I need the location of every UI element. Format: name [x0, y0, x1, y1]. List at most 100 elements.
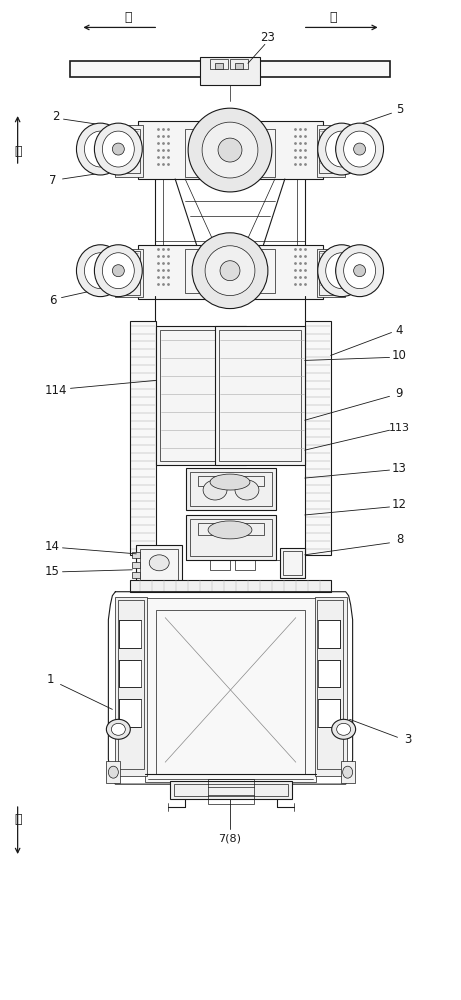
Text: 14: 14 — [45, 540, 60, 553]
Bar — [341, 761, 355, 783]
Bar — [190, 519, 272, 556]
Text: 7: 7 — [49, 174, 56, 187]
Text: 23: 23 — [260, 31, 275, 44]
Bar — [140, 549, 178, 583]
Text: 5: 5 — [396, 103, 403, 116]
Ellipse shape — [192, 233, 268, 309]
Bar — [319, 129, 341, 173]
Ellipse shape — [218, 138, 242, 162]
Bar — [283, 551, 302, 575]
Ellipse shape — [149, 555, 169, 571]
Ellipse shape — [84, 253, 116, 289]
Ellipse shape — [77, 245, 124, 297]
Bar — [170, 781, 292, 799]
FancyBboxPatch shape — [157, 610, 304, 770]
Bar — [198, 523, 228, 535]
Text: 2: 2 — [52, 110, 59, 123]
Ellipse shape — [210, 474, 250, 490]
Bar — [118, 129, 140, 173]
Bar — [219, 330, 301, 461]
Text: 114: 114 — [44, 384, 67, 397]
Bar — [235, 63, 243, 69]
Bar — [130, 321, 156, 555]
Ellipse shape — [112, 723, 125, 735]
Text: 3: 3 — [404, 733, 411, 746]
Bar — [119, 660, 141, 687]
Bar — [210, 59, 228, 69]
Bar — [145, 598, 316, 782]
Ellipse shape — [343, 131, 376, 167]
Bar — [130, 580, 331, 592]
Bar — [115, 125, 143, 177]
Bar — [230, 59, 248, 69]
Ellipse shape — [102, 131, 134, 167]
Ellipse shape — [203, 480, 227, 500]
Text: 右: 右 — [124, 11, 132, 24]
Bar — [190, 472, 272, 506]
Bar — [208, 779, 254, 804]
Bar — [115, 597, 147, 776]
Bar — [186, 468, 276, 510]
Bar — [156, 610, 305, 774]
Ellipse shape — [205, 246, 255, 296]
Ellipse shape — [95, 245, 142, 297]
Text: 15: 15 — [45, 565, 60, 578]
Ellipse shape — [202, 122, 258, 178]
Bar — [318, 620, 340, 648]
Bar — [132, 552, 140, 558]
Text: 4: 4 — [396, 324, 403, 337]
Text: 8: 8 — [396, 533, 403, 546]
Text: 13: 13 — [392, 462, 407, 475]
Ellipse shape — [235, 480, 259, 500]
Ellipse shape — [106, 719, 130, 739]
Ellipse shape — [95, 265, 106, 277]
Bar — [198, 476, 228, 486]
Text: 113: 113 — [389, 423, 410, 433]
Bar — [115, 249, 143, 297]
Bar — [136, 545, 182, 587]
Bar — [215, 326, 305, 465]
Bar — [318, 699, 340, 727]
Text: 9: 9 — [396, 387, 403, 400]
Ellipse shape — [220, 261, 240, 281]
Bar — [210, 560, 230, 570]
Ellipse shape — [102, 253, 134, 289]
Bar — [215, 63, 223, 69]
Ellipse shape — [343, 253, 376, 289]
Ellipse shape — [95, 143, 106, 155]
Ellipse shape — [337, 723, 351, 735]
Bar — [234, 523, 264, 535]
Bar — [235, 560, 255, 570]
Ellipse shape — [84, 131, 116, 167]
Ellipse shape — [318, 123, 366, 175]
Bar — [280, 548, 305, 578]
Bar — [319, 251, 341, 295]
Text: 10: 10 — [392, 349, 407, 362]
Ellipse shape — [336, 143, 348, 155]
Bar — [185, 249, 275, 293]
Bar — [118, 251, 140, 295]
Bar — [106, 761, 120, 783]
Ellipse shape — [343, 766, 353, 778]
Ellipse shape — [354, 265, 366, 277]
Bar — [174, 784, 288, 796]
Ellipse shape — [318, 245, 366, 297]
Bar — [317, 600, 343, 769]
Ellipse shape — [326, 253, 358, 289]
Bar — [317, 249, 345, 297]
Text: 前: 前 — [14, 813, 21, 826]
Bar — [185, 129, 275, 177]
Ellipse shape — [208, 521, 252, 539]
Bar — [318, 660, 340, 687]
Ellipse shape — [326, 131, 358, 167]
Bar — [234, 476, 264, 486]
Ellipse shape — [77, 123, 124, 175]
Ellipse shape — [112, 265, 124, 277]
Ellipse shape — [336, 123, 384, 175]
Ellipse shape — [332, 719, 355, 739]
Text: 6: 6 — [49, 294, 56, 307]
Bar — [315, 597, 347, 776]
Bar — [200, 57, 260, 85]
Text: 后: 后 — [14, 145, 21, 158]
Bar — [119, 699, 141, 727]
